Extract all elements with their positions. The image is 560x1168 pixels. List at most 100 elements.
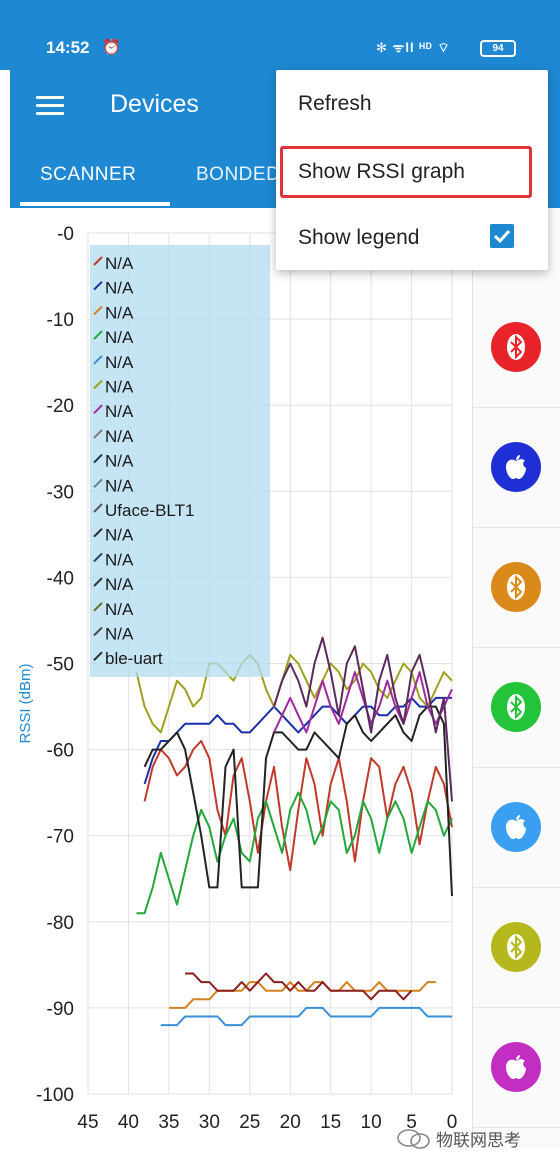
legend-label: Uface-BLT1 xyxy=(105,501,194,520)
menu-item-show-legend[interactable]: Show legend xyxy=(276,204,548,270)
y-tick-label: -0 xyxy=(57,224,74,245)
highlight-box xyxy=(280,146,532,198)
bluetooth-icon xyxy=(491,922,541,972)
tab-bonded[interactable]: BONDED xyxy=(196,164,281,185)
series-line xyxy=(136,791,453,915)
legend-swatch xyxy=(93,577,103,587)
y-tick-label: -90 xyxy=(47,999,74,1020)
x-tick-label: 30 xyxy=(199,1112,220,1133)
status-time: 14:52 xyxy=(46,38,90,57)
legend-swatch xyxy=(93,651,103,661)
legend-swatch xyxy=(93,602,103,612)
checkbox-checked-icon[interactable] xyxy=(490,224,514,248)
overflow-menu: Refresh Show RSSI graph Show legend xyxy=(276,70,548,270)
menu-item-label: Show legend xyxy=(298,226,420,249)
legend-label: N/A xyxy=(105,303,134,322)
legend-swatch xyxy=(93,527,103,538)
x-tick-label: 15 xyxy=(320,1112,341,1133)
y-tick-label: -80 xyxy=(47,913,74,934)
status-bar: 14:52 ⏰ ✻ ᯤll ᴴᴰ ⌔ 94 xyxy=(0,0,560,70)
legend-label: ble-uart xyxy=(105,649,163,668)
y-tick-label: -30 xyxy=(47,482,74,503)
wechat-logo-icon xyxy=(396,1128,432,1150)
legend-swatch xyxy=(93,453,103,464)
legend-label: N/A xyxy=(105,254,134,273)
apple-icon xyxy=(491,1042,541,1092)
bluetooth-icon xyxy=(491,562,541,612)
legend-label: N/A xyxy=(105,378,134,397)
menu-item-label: Refresh xyxy=(298,92,372,115)
legend-label: N/A xyxy=(105,476,134,495)
series-line xyxy=(160,1006,452,1027)
y-tick-label: -20 xyxy=(47,396,74,417)
legend-box xyxy=(90,245,270,677)
x-tick-label: 25 xyxy=(239,1112,260,1133)
battery-icon: 94 xyxy=(480,40,516,57)
tab-indicator xyxy=(20,202,170,206)
device-row[interactable] xyxy=(473,648,560,768)
legend-label: N/A xyxy=(105,625,134,644)
series-line xyxy=(143,740,453,872)
device-row[interactable] xyxy=(473,1008,560,1128)
tab-scanner[interactable]: SCANNER xyxy=(40,164,137,185)
legend-label: N/A xyxy=(105,427,134,446)
bluetooth-icon xyxy=(491,682,541,732)
y-tick-label: -100 xyxy=(36,1085,74,1106)
device-row[interactable] xyxy=(473,288,560,408)
apple-icon xyxy=(491,802,541,852)
legend-swatch xyxy=(93,355,103,365)
device-row[interactable] xyxy=(473,888,560,1008)
legend-label: N/A xyxy=(105,328,134,347)
legend-label: N/A xyxy=(105,600,134,619)
menu-item-label: Show RSSI graph xyxy=(298,160,465,183)
series-line xyxy=(143,705,453,897)
legend-swatch xyxy=(93,256,103,266)
y-tick-label: -50 xyxy=(47,655,74,676)
apple-icon xyxy=(491,442,541,492)
bluetooth-icon xyxy=(491,322,541,372)
page-title: Devices xyxy=(110,90,199,118)
status-icons: ✻ ᯤll ᴴᴰ ⌔ xyxy=(376,40,451,55)
legend-swatch xyxy=(93,429,103,439)
device-row[interactable] xyxy=(473,408,560,528)
menu-item-refresh[interactable]: Refresh xyxy=(276,70,548,136)
legend-label: N/A xyxy=(105,353,134,372)
rssi-graph-panel: 45 40 35 30 25 20 15 10 5 0 -0 -10 -20 -30 -40 -50 -60 -7… xyxy=(10,208,472,1148)
series-line xyxy=(273,671,453,734)
device-list[interactable] xyxy=(472,208,560,1148)
legend-swatch xyxy=(93,280,103,291)
y-axis-label: RSSI (dBm) xyxy=(17,663,34,743)
legend-swatch xyxy=(93,478,103,489)
x-tick-label: 40 xyxy=(118,1112,139,1133)
legend-label: N/A xyxy=(105,402,134,421)
legend-swatch xyxy=(93,330,103,340)
device-row[interactable] xyxy=(473,768,560,888)
legend-label: N/A xyxy=(105,279,134,298)
alarm-icon: ⏰ xyxy=(102,39,121,56)
x-tick-label: 45 xyxy=(77,1112,98,1133)
legend-swatch xyxy=(93,379,103,390)
device-row[interactable] xyxy=(473,528,560,648)
legend-swatch xyxy=(93,552,103,563)
legend-label: N/A xyxy=(105,526,134,545)
y-tick-label: -60 xyxy=(47,741,74,762)
series-line xyxy=(273,636,453,802)
legend-label: N/A xyxy=(105,575,134,594)
legend-label: N/A xyxy=(105,550,134,569)
x-tick-label: 10 xyxy=(361,1112,382,1133)
x-tick-label: 5 xyxy=(406,1112,417,1133)
y-tick-label: -70 xyxy=(47,827,74,848)
legend-label: N/A xyxy=(105,452,134,471)
rssi-chart: 45 40 35 30 25 20 15 10 5 0 -0 -10 -20 -30 -40 -50 -60 -7… xyxy=(17,224,458,1133)
series-line xyxy=(185,972,413,1001)
legend-swatch xyxy=(93,404,103,414)
y-tick-label: -10 xyxy=(47,310,74,331)
legend-swatch xyxy=(93,503,103,513)
legend-swatch xyxy=(93,305,103,316)
hamburger-menu-icon[interactable] xyxy=(36,96,64,116)
x-tick-label: 0 xyxy=(447,1112,458,1133)
watermark-text: 物联网思考 xyxy=(436,1131,521,1150)
series-line xyxy=(135,653,453,734)
menu-item-show-rssi-graph[interactable]: Show RSSI graph xyxy=(276,138,548,204)
x-tick-label: 20 xyxy=(280,1112,301,1133)
